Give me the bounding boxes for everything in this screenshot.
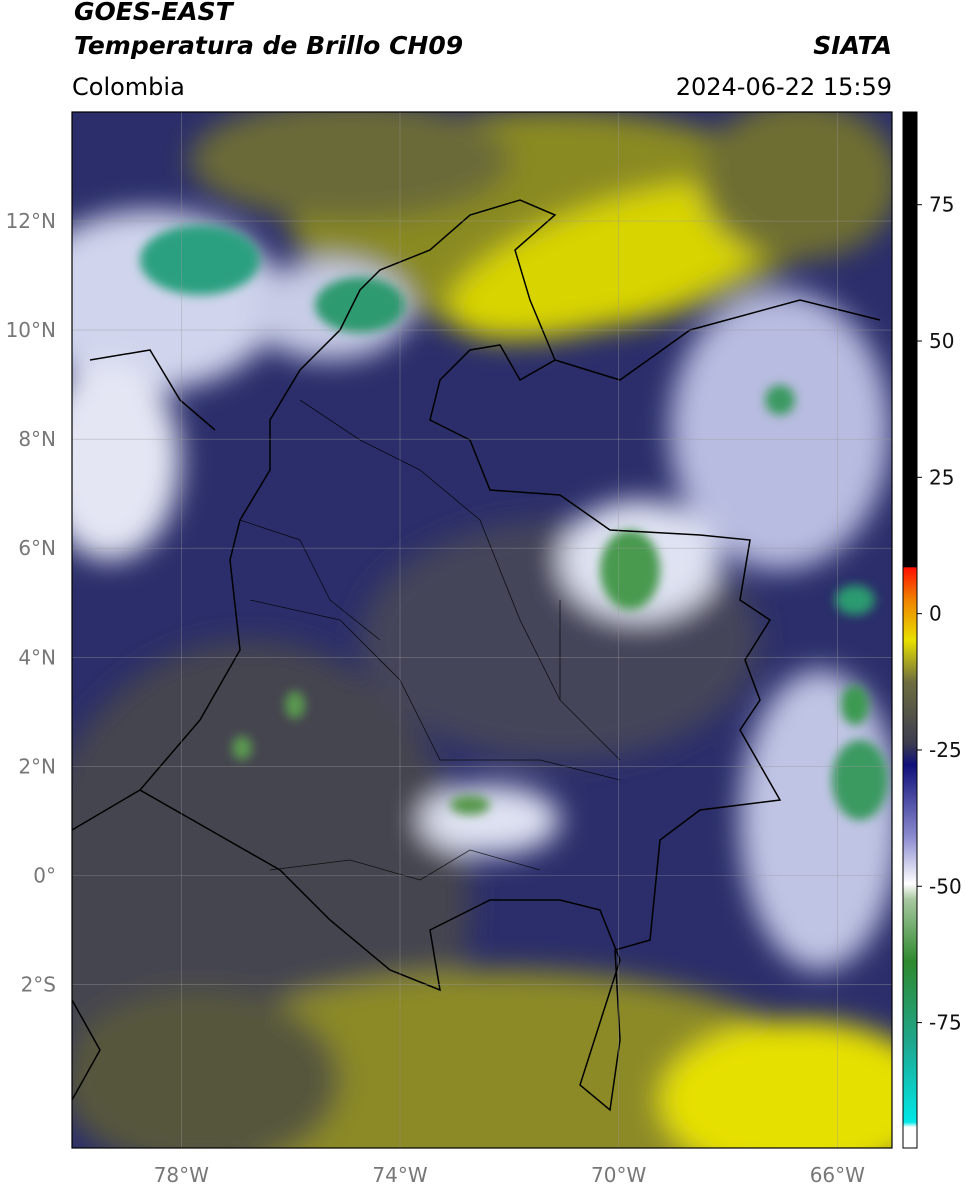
region: Colombia — [72, 73, 185, 101]
datetime: 2024-06-22 15:59 — [676, 73, 892, 101]
satellite: GOES-EAST — [74, 0, 235, 26]
colorbar-tick-label: 25 — [929, 465, 954, 489]
lat-tick-label: 4°N — [18, 645, 56, 669]
lat-tick-label: 6°N — [18, 536, 56, 560]
lon-tick-label: 66°W — [810, 1163, 865, 1187]
lat-tick-label: 8°N — [18, 427, 56, 451]
satellite-image — [72, 112, 892, 1148]
lat-tick-label: 10°N — [6, 318, 56, 342]
graticule — [72, 112, 892, 1148]
lat-tick-label: 2°S — [21, 972, 56, 996]
colorbar-tick-label: -50 — [929, 874, 962, 898]
colorbar-tick-label: 75 — [929, 193, 954, 217]
lat-tick-label: 12°N — [6, 209, 56, 233]
agency: SIATA — [813, 31, 892, 60]
lon-tick-label: 78°W — [154, 1163, 209, 1187]
colorbar-tick-label: -75 — [929, 1011, 962, 1035]
lat-tick-label: 0° — [33, 863, 56, 887]
colorbar-tick-label: 50 — [929, 329, 954, 353]
lon-tick-label: 74°W — [372, 1163, 427, 1187]
colorbar-tick-label: -25 — [929, 738, 962, 762]
colorbar-tick-label: 0 — [929, 602, 942, 626]
map-frame — [71, 111, 893, 1149]
product: Temperatura de Brillo CH09 — [74, 31, 463, 60]
lon-tick-label: 70°W — [591, 1163, 646, 1187]
lat-tick-label: 2°N — [18, 754, 56, 778]
colorbar — [902, 111, 918, 1149]
